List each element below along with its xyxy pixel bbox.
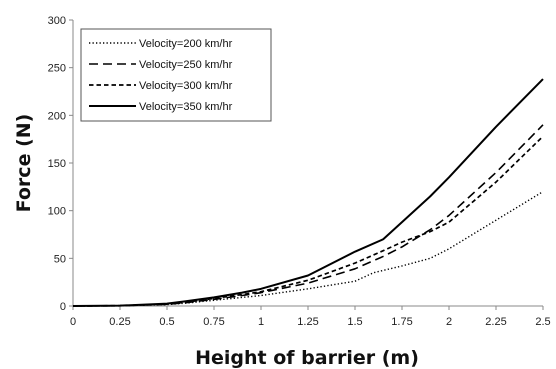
- y-tick-label: 50: [54, 253, 66, 265]
- x-tick-label: 2.5: [535, 316, 550, 328]
- y-tick-label: 250: [48, 63, 66, 75]
- x-tick-label: 1.5: [347, 316, 362, 328]
- y-tick-label: 100: [48, 206, 66, 218]
- legend-label-3: Velocity=300 km/hr: [139, 80, 233, 92]
- legend-label-4: Velocity=350 km/hr: [139, 101, 233, 113]
- x-tick-label: 0.75: [203, 316, 224, 328]
- series-line-1: [72, 191, 544, 307]
- y-axis-title: Force (N): [13, 114, 35, 213]
- y-tick-label: 0: [60, 301, 66, 313]
- y-tick-label: 150: [48, 158, 66, 170]
- x-tick-label: 0: [70, 316, 76, 328]
- y-axis-ticks: 0 50 100 150 200 250 300: [48, 15, 73, 313]
- x-tick-label: 2: [446, 316, 452, 328]
- y-tick-label: 300: [48, 15, 66, 27]
- y-tick-label: 200: [48, 110, 66, 122]
- legend: Velocity=200 km/hr Velocity=250 km/hr Velo…: [80, 28, 272, 122]
- x-tick-label: 2.25: [485, 316, 506, 328]
- series-line-3: [72, 135, 544, 307]
- x-axis-ticks: 0 0.25 0.5 0.75 1 1.25 1.5 1.75 2 2.25 2.5: [70, 306, 551, 328]
- x-tick-label: 1: [258, 316, 264, 328]
- x-tick-label: 1.75: [391, 316, 412, 328]
- legend-label-1: Velocity=200 km/hr: [139, 38, 233, 50]
- x-tick-label: 1.25: [297, 316, 318, 328]
- x-tick-label: 0.5: [159, 316, 174, 328]
- legend-label-2: Velocity=250 km/hr: [139, 59, 233, 71]
- series-layer: [72, 78, 544, 307]
- x-axis-title: Height of barrier (m): [195, 347, 419, 369]
- x-tick-label: 0.25: [109, 316, 130, 328]
- series-line-4: [72, 78, 544, 307]
